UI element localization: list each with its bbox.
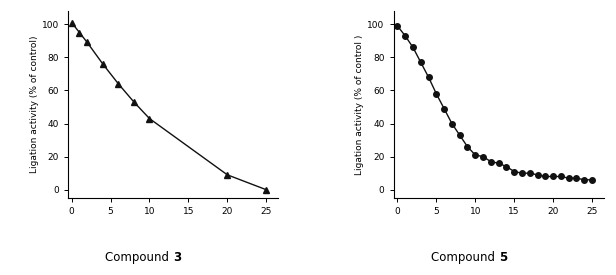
Text: Compound: Compound: [105, 251, 173, 264]
Y-axis label: Ligation activity (% of control): Ligation activity (% of control): [30, 36, 39, 173]
Text: Compound: Compound: [431, 251, 498, 264]
Text: 5: 5: [498, 251, 507, 264]
Y-axis label: Ligation activity (% of control ): Ligation activity (% of control ): [355, 34, 365, 175]
Text: 3: 3: [173, 251, 181, 264]
